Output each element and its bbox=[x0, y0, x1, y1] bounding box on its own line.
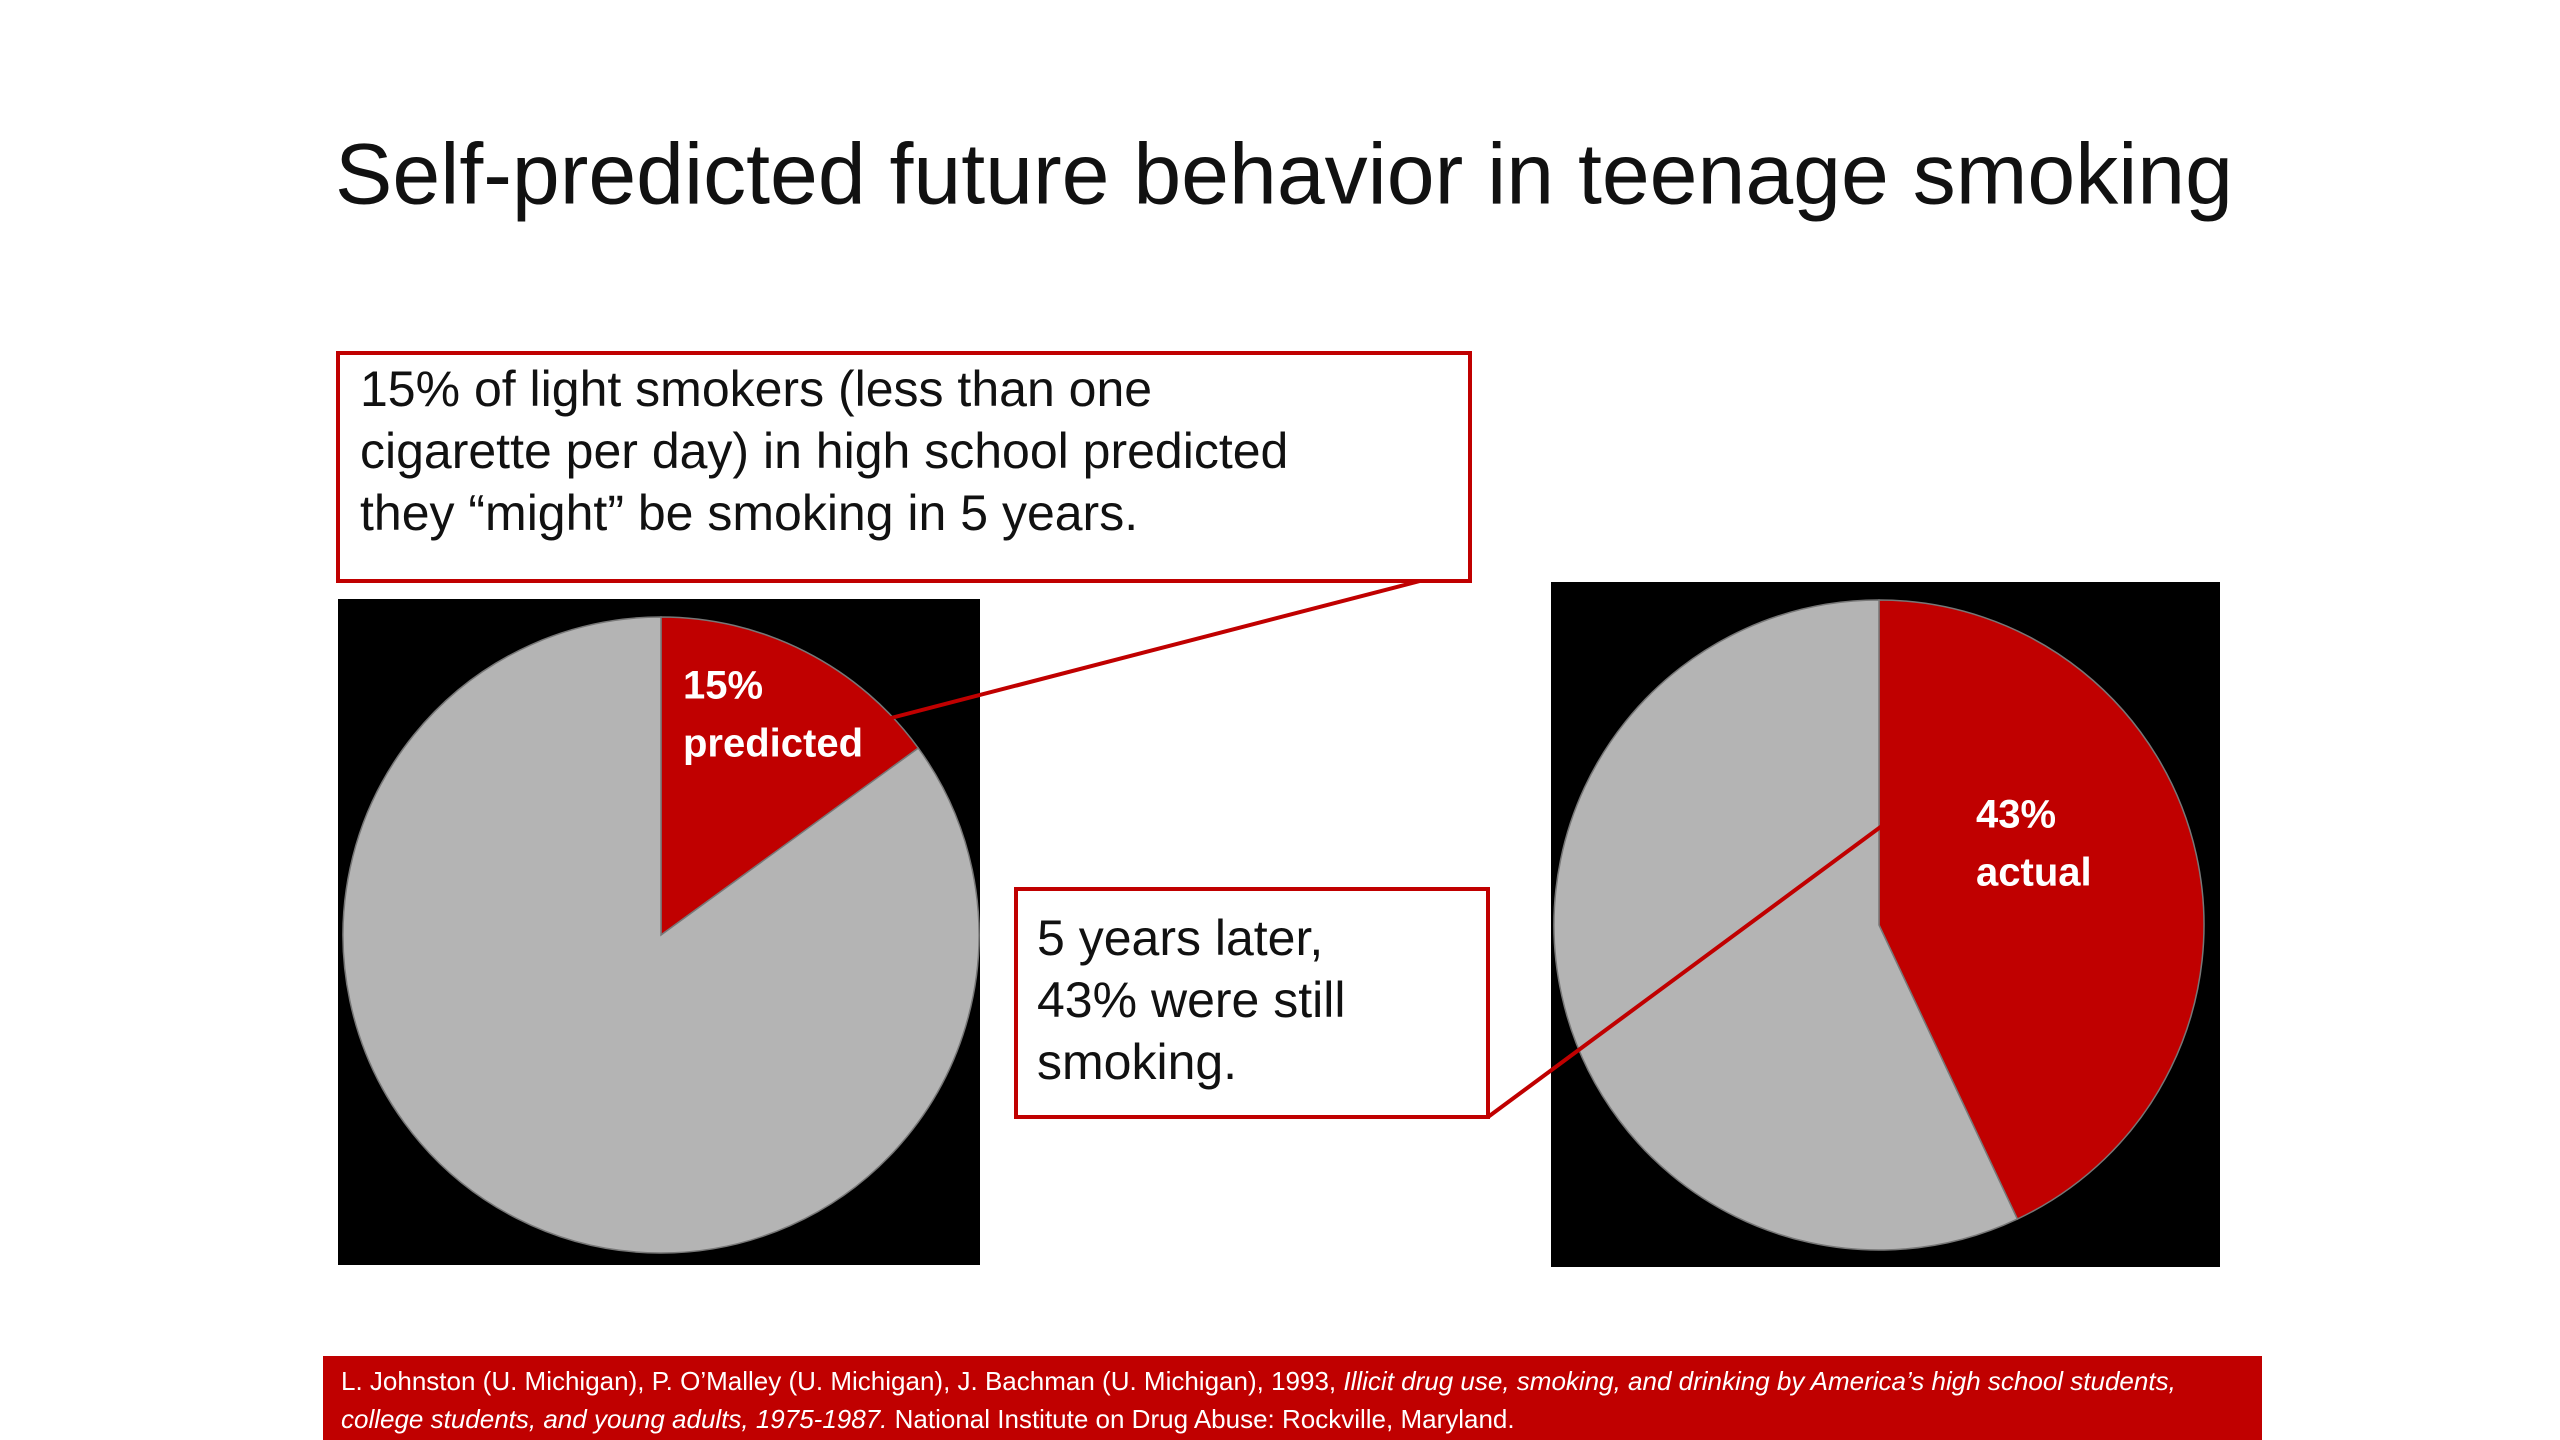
citation: L. Johnston (U. Michigan), P. O’Malley (… bbox=[323, 1356, 2262, 1440]
callout-text: 5 years later, bbox=[1037, 910, 1323, 966]
slice-category-label: predicted bbox=[683, 722, 863, 766]
callout-leader bbox=[1486, 798, 1919, 1119]
callout-box bbox=[336, 351, 1472, 583]
citation-work: Illicit drug use, smoking, and drinking … bbox=[341, 1366, 2176, 1434]
slice-category-label: actual bbox=[1976, 851, 2092, 895]
callout-text: smoking. bbox=[1037, 1034, 1237, 1090]
citation-publisher: National Institute on Drug Abuse: Rockvi… bbox=[894, 1404, 1515, 1434]
slide-title: Self-predicted future behavior in teenag… bbox=[335, 127, 2233, 223]
citation-authors: L. Johnston (U. Michigan), P. O’Malley (… bbox=[341, 1366, 1337, 1396]
pie-slice bbox=[660, 616, 920, 937]
callout-text: cigarette per day) in high school predic… bbox=[360, 423, 1288, 479]
pie-slice bbox=[1878, 599, 2205, 1221]
callout-leader bbox=[890, 579, 1421, 720]
callout-text: 43% were still bbox=[1037, 972, 1345, 1028]
pie-slice bbox=[1553, 599, 2019, 1251]
pie-slice bbox=[342, 616, 980, 1254]
callout-text: 15% of light smokers (less than one bbox=[360, 361, 1152, 417]
slice-value-label: 15% bbox=[683, 664, 763, 708]
callout-text: they “might” be smoking in 5 years. bbox=[360, 485, 1138, 541]
slice-value-label: 43% bbox=[1976, 793, 2056, 837]
slide-canvas: Self-predicted future behavior in teenag… bbox=[335, 127, 2233, 1267]
callout-box bbox=[1014, 887, 1490, 1119]
